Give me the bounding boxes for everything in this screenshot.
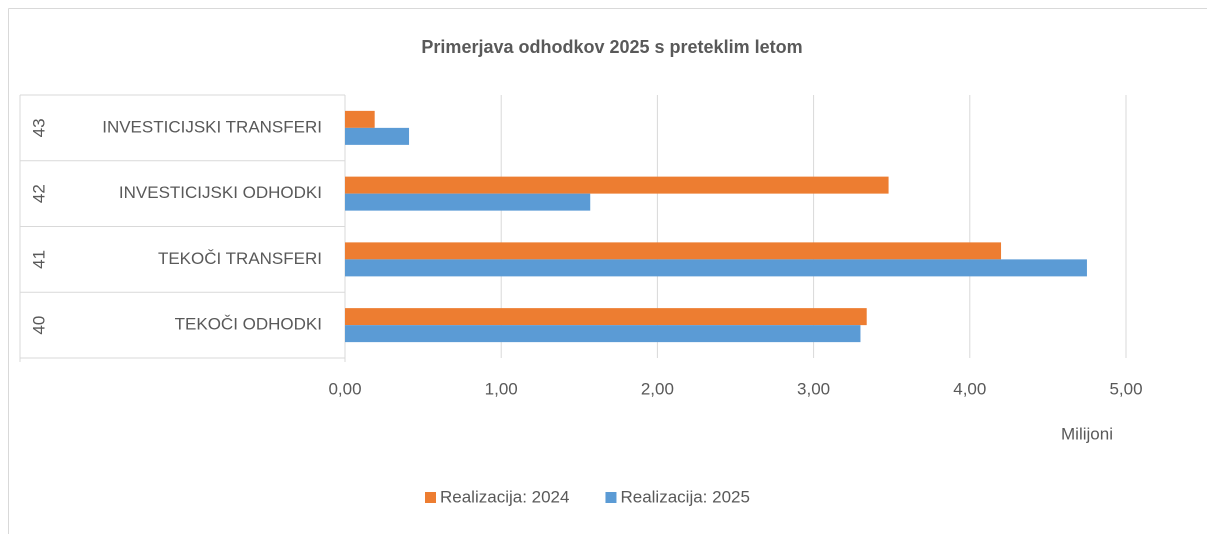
category-label: TEKOČI TRANSFERI: [158, 249, 322, 268]
bar: [345, 176, 889, 194]
legend-label: Realizacija: 2025: [620, 487, 749, 506]
bar: [345, 325, 861, 343]
bar: [345, 127, 410, 145]
legend-swatch: [425, 492, 436, 503]
bar: [345, 110, 375, 128]
axis-unit-label: Milijoni: [1061, 424, 1113, 443]
x-tick-label: 5,00: [1109, 379, 1142, 398]
bar: [345, 259, 1087, 277]
legend-swatch: [605, 492, 617, 503]
bar: [345, 242, 1002, 260]
x-tick-label: 1,00: [485, 379, 518, 398]
category-label: INVESTICIJSKI ODHODKI: [119, 183, 322, 202]
legend-label: Realizacija: 2024: [440, 487, 569, 506]
x-tick-label: 0,00: [328, 379, 361, 398]
category-group-label: 41: [29, 250, 48, 269]
category-group-label: 43: [29, 118, 48, 137]
category-group-label: 40: [29, 316, 48, 335]
x-tick-label: 2,00: [641, 379, 674, 398]
bar: [345, 308, 867, 326]
category-label: TEKOČI ODHODKI: [175, 315, 322, 334]
category-group-label: 42: [29, 184, 48, 203]
chart-title: Primerjava odhodkov 2025 s preteklim let…: [421, 37, 802, 57]
x-tick-label: 4,00: [953, 379, 986, 398]
bar: [345, 193, 591, 211]
x-tick-label: 3,00: [797, 379, 830, 398]
category-label: INVESTICIJSKI TRANSFERI: [102, 117, 322, 136]
